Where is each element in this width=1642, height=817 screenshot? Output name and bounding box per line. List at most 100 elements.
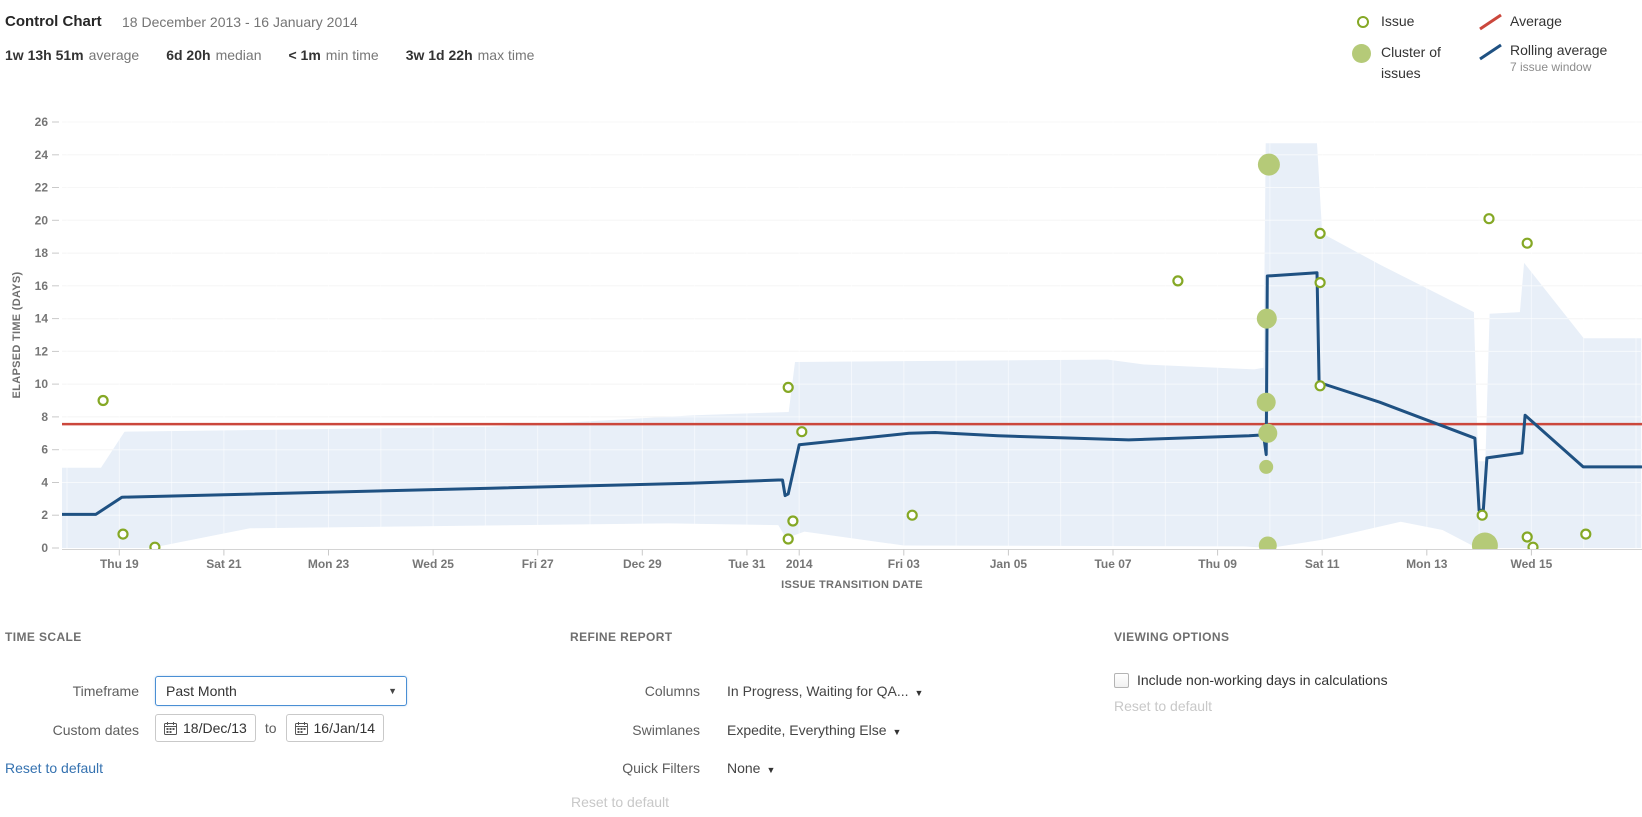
cluster-point <box>1258 536 1277 550</box>
issue-legend-icon <box>1357 16 1369 28</box>
issue-point <box>782 533 794 545</box>
stat-min-time: < 1m min time <box>288 47 379 63</box>
page-title: Control Chart <box>5 13 102 30</box>
y-tick-label: 22 <box>35 181 49 195</box>
y-tick-label: 18 <box>35 246 49 260</box>
report-date-range: 18 December 2013 - 16 January 2014 <box>122 14 358 30</box>
cluster-point <box>1256 392 1276 412</box>
x-tick-label: Fri 03 <box>888 557 920 571</box>
control-chart[interactable]: ELAPSED TIME (DAYS) 0 2 4 6 8 10 12 14 16 18 20 22 24… <box>0 90 1642 606</box>
y-tick-label: 8 <box>41 410 48 424</box>
y-tick-label: 16 <box>35 279 49 293</box>
quick-filters-dropdown[interactable]: None ▼ <box>727 760 776 776</box>
issue-point <box>1521 237 1533 249</box>
viewing-options-heading: VIEWING OPTIONS <box>1114 630 1230 644</box>
timeframe-label: Timeframe <box>72 683 139 699</box>
swimlanes-dropdown[interactable]: Expedite, Everything Else ▼ <box>727 722 902 738</box>
x-tick-label: Sat 21 <box>206 557 242 571</box>
non-working-days-label: Include non-working days in calculations <box>1137 672 1388 688</box>
y-tick-label: 10 <box>35 377 49 391</box>
x-tick-label: Mon 23 <box>308 557 350 571</box>
columns-dropdown[interactable]: In Progress, Waiting for QA... ▼ <box>727 683 924 699</box>
x-tick-label: Tue 31 <box>728 557 765 571</box>
cluster-legend-icon <box>1352 44 1371 63</box>
issue-point <box>1314 277 1326 289</box>
rolling-average-legend-icon <box>1478 42 1504 67</box>
stat-max-time: 3w 1d 22h max time <box>405 47 535 63</box>
y-tick-label: 14 <box>35 312 49 326</box>
rolling-average-line <box>62 271 1642 516</box>
dropdown-caret-icon: ▼ <box>766 765 776 775</box>
issue-point <box>117 528 129 540</box>
x-tick-label: Dec 29 <box>623 557 662 571</box>
dropdown-caret-icon: ▼ <box>914 688 924 698</box>
x-tick-label: Wed 25 <box>412 557 454 571</box>
y-tick-label: 24 <box>35 148 49 162</box>
x-tick-label: Jan 05 <box>990 557 1028 571</box>
issue-point <box>1521 531 1533 543</box>
issue-point <box>1314 380 1326 392</box>
cluster-point <box>1257 153 1280 176</box>
legend-issue-label: Issue <box>1381 13 1415 29</box>
average-legend-icon <box>1478 12 1504 37</box>
cluster-point <box>1256 308 1277 329</box>
y-tick-label: 4 <box>41 476 48 490</box>
legend-cluster-label: Cluster of issues <box>1381 44 1441 81</box>
issue-point <box>1172 275 1184 287</box>
y-tick-label: 12 <box>35 344 49 358</box>
date-from-input[interactable]: 18/Dec/13 <box>155 714 256 742</box>
time-scale-heading: TIME SCALE <box>5 630 82 644</box>
y-tick-label: 6 <box>41 443 48 457</box>
columns-label: Columns <box>644 683 700 699</box>
cluster-point <box>1259 459 1274 474</box>
issue-point <box>1483 213 1495 225</box>
issue-point <box>149 541 161 550</box>
issue-point <box>906 509 918 521</box>
y-tick-label: 26 <box>35 115 49 129</box>
issue-point <box>97 394 109 407</box>
time-scale-reset-link[interactable]: Reset to default <box>5 760 104 776</box>
x-tick-label: Tue 07 <box>1094 557 1131 571</box>
non-working-days-checkbox[interactable] <box>1114 672 1129 688</box>
x-tick-label: Sat 11 <box>1305 557 1340 571</box>
legend-rolling-average-label: Rolling average <box>1510 42 1608 58</box>
y-tick-label: 0 <box>41 541 48 555</box>
stat-median: 6d 20h median <box>166 47 262 63</box>
swimlanes-label: Swimlanes <box>632 722 700 738</box>
legend-rolling-window: 7 issue window <box>1510 60 1592 74</box>
timeframe-select[interactable]: Past Month ▼ <box>155 676 407 706</box>
dropdown-caret-icon: ▼ <box>892 727 902 737</box>
issue-point <box>1580 528 1592 540</box>
custom-dates-label: Custom dates <box>52 722 139 738</box>
date-to-input[interactable]: 16/Jan/14 <box>285 714 385 742</box>
quick-filters-label: Quick Filters <box>622 760 700 776</box>
x-tick-label: Wed 15 <box>1511 557 1553 571</box>
issue-point <box>1476 509 1488 521</box>
y-axis-title: ELAPSED TIME (DAYS) <box>11 272 23 399</box>
refine-report-heading: REFINE REPORT <box>570 630 673 644</box>
y-tick-label: 2 <box>41 508 48 522</box>
issue-point <box>796 426 808 438</box>
x-tick-label: Thu 19 <box>100 557 139 571</box>
summary-stats: 1w 13h 51m average 6d 20h median < 1m min t… <box>5 47 534 63</box>
issue-point <box>1314 227 1326 239</box>
cluster-point <box>1258 423 1278 443</box>
x-tick-label: Mon 13 <box>1406 557 1448 571</box>
legend-average-label: Average <box>1510 13 1562 29</box>
issue-point <box>1527 541 1539 550</box>
cluster-point <box>1471 532 1498 550</box>
select-caret-icon: ▼ <box>388 686 397 696</box>
stat-average: 1w 13h 51m average <box>5 47 140 63</box>
issue-point <box>782 381 794 393</box>
calendar-icon <box>164 721 177 735</box>
issue-point <box>787 515 799 527</box>
date-range-to-word: to <box>264 720 277 736</box>
x-tick-label: 2014 <box>786 557 813 571</box>
rolling-band <box>62 143 1642 548</box>
y-tick-label: 20 <box>35 213 49 227</box>
x-axis-title: ISSUE TRANSITION DATE <box>781 579 923 591</box>
viewing-reset-link: Reset to default <box>1114 698 1213 714</box>
x-tick-label: Fri 27 <box>522 557 554 571</box>
refine-reset-link: Reset to default <box>571 794 670 810</box>
x-tick-label: Thu 09 <box>1198 557 1237 571</box>
